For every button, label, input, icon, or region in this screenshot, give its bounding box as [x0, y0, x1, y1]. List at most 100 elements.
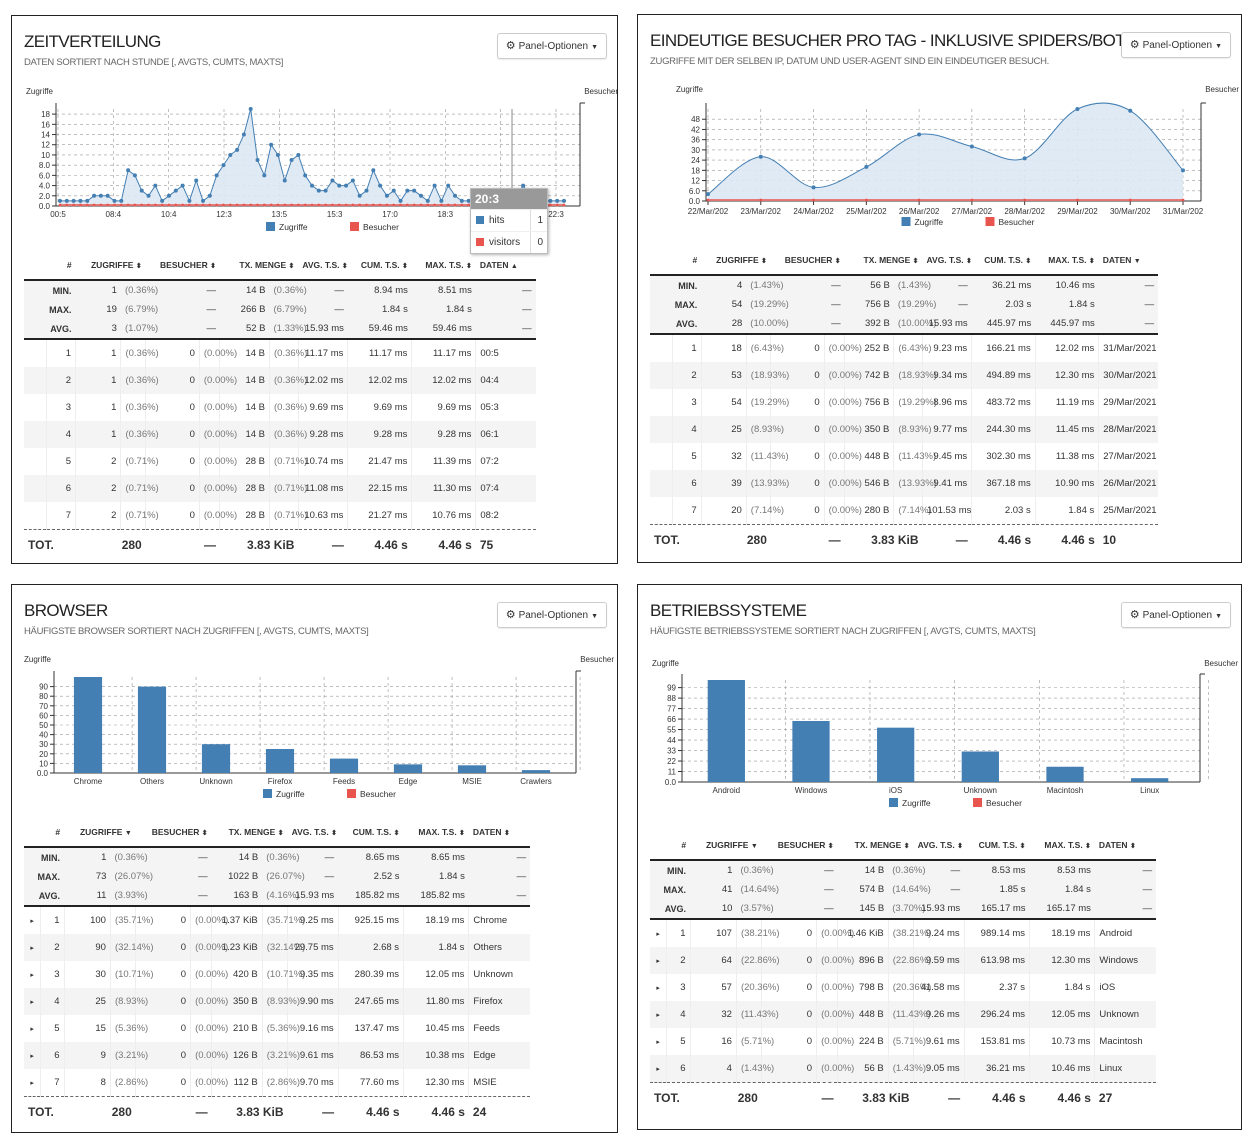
row-tx: 798 B — [837, 974, 889, 1001]
table-row[interactable]: 7 2 (0.71%) 0 (0.00%) 28 B (0.71%) 10.63 ms 21.2… — [24, 502, 608, 530]
summary-row: MAX. 41 (14.64%) —574 B (14.64%) —1.85 s 1.84 … — [650, 880, 1230, 899]
data-point — [139, 188, 144, 193]
col-max-ts[interactable]: MAX. T.S. ⬍ — [403, 818, 469, 848]
col-cum-ts[interactable]: CUM. T.S. ⬍ — [964, 831, 1030, 861]
row-daten: 08:2 — [475, 502, 536, 530]
expand-icon[interactable]: ▸ — [30, 1025, 34, 1033]
table-row[interactable]: ▸ 4 32 (11.43%) 0 (0.00%) 448 B (11.43%) 9.26 ms… — [650, 1001, 1230, 1028]
panel-options-button[interactable]: ⚙ Panel-Optionen ▼ — [1120, 602, 1231, 628]
col-daten[interactable]: DATEN ▲ — [475, 251, 536, 281]
row-besucher: 0 — [135, 988, 191, 1015]
summary-zugriffe: 4 — [701, 275, 747, 295]
row-tx-pct: (20.36%) — [887, 974, 931, 1001]
expand-icon[interactable]: ▸ — [30, 971, 34, 979]
summary-zugriffe: 3 — [75, 319, 121, 340]
panel-options-button[interactable]: ⚙ Panel-Optionen ▼ — [496, 602, 607, 628]
table-row[interactable]: 3 1 (0.36%) 0 (0.00%) 14 B (0.36%) 9.69 ms 9.69 … — [24, 394, 608, 421]
table-row[interactable]: ▸ 4 25 (8.93%) 0 (0.00%) 350 B (8.93%) 9.90 ms 24… — [24, 988, 604, 1015]
col-avg-ts[interactable]: AVG. T.S. ⬍ — [913, 831, 965, 861]
expand-icon[interactable]: ▸ — [30, 917, 34, 925]
col-zugriffe[interactable]: ZUGRIFFE ▼ — [64, 818, 136, 848]
summary-tx-pct: (0.36%) — [262, 847, 300, 867]
col-max-ts[interactable]: MAX. T.S. ⬍ — [1035, 246, 1099, 276]
data-point-besucher — [371, 203, 375, 207]
table-row[interactable]: 1 1 (0.36%) 0 (0.00%) 14 B (0.36%) 11.17 ms 11.1… — [24, 339, 608, 367]
row-zugriffe: 16 — [689, 1028, 737, 1055]
table-row[interactable]: 2 1 (0.36%) 0 (0.00%) 14 B (0.36%) 12.02 ms 12.0… — [24, 367, 608, 394]
col-besucher[interactable]: BESUCHER ⬍ — [145, 251, 220, 281]
col-besucher[interactable]: BESUCHER ⬍ — [770, 246, 845, 276]
expand-icon[interactable]: ▸ — [24, 988, 41, 1015]
table-row[interactable]: ▸ 1 100 (35.71%) 0 (0.00%) 1.37 KiB (35.71%) 9.2… — [24, 906, 604, 934]
expand-icon[interactable]: ▸ — [656, 1038, 660, 1046]
table-row[interactable]: ▸ 5 16 (5.71%) 0 (0.00%) 224 B (5.71%) 9.61 ms 15… — [650, 1028, 1230, 1055]
expand-icon[interactable]: ▸ — [650, 947, 667, 974]
table-row[interactable]: 3 54 (19.29%) 0 (0.00%) 756 B (19.29%) 8.96 ms 4… — [650, 389, 1230, 416]
col-zugriffe[interactable]: ZUGRIFFE ▼ — [690, 831, 762, 861]
table-row[interactable]: ▸ 2 90 (32.14%) 0 (0.00%) 1.23 KiB (32.14%) 29.7… — [24, 934, 604, 961]
table-row[interactable]: 2 53 (18.93%) 0 (0.00%) 742 B (18.93%) 9.34 ms 4… — [650, 362, 1230, 389]
panel-options-button[interactable]: ⚙ Panel-Optionen ▼ — [496, 33, 607, 59]
expand-icon[interactable]: ▸ — [30, 1079, 34, 1087]
row-cum-ts: 367.18 ms — [971, 470, 1036, 497]
expand-icon[interactable]: ▸ — [656, 930, 660, 938]
row-zugriffe-pct: (0.36%) — [120, 421, 159, 448]
col-max-ts[interactable]: MAX. T.S. ⬍ — [411, 251, 476, 281]
col-zugriffe[interactable]: ZUGRIFFE ⬍ — [75, 251, 146, 281]
col-tx-menge[interactable]: TX. MENGE ⬍ — [211, 818, 288, 848]
col-avg-ts[interactable]: AVG. T.S. ⬍ — [298, 251, 348, 281]
table-row[interactable]: ▸ 2 64 (22.86%) 0 (0.00%) 896 B (22.86%) 9.59 ms… — [650, 947, 1230, 974]
col-zugriffe[interactable]: ZUGRIFFE ⬍ — [701, 246, 771, 276]
col-daten[interactable]: DATEN ⬍ — [1094, 831, 1157, 861]
col-cum-ts[interactable]: CUM. T.S. ⬍ — [347, 251, 412, 281]
table-row[interactable]: ▸ 6 9 (3.21%) 0 (0.00%) 126 B (3.21%) 9.61 ms 86.… — [24, 1042, 604, 1069]
expand-icon[interactable]: ▸ — [650, 1055, 667, 1083]
col-avg-ts[interactable]: AVG. T.S. ⬍ — [287, 818, 339, 848]
row-index: 2 — [46, 367, 76, 394]
col-tx-menge[interactable]: TX. MENGE ⬍ — [219, 251, 299, 281]
summary-daten: — — [468, 867, 531, 886]
table-row[interactable]: 4 25 (8.93%) 0 (0.00%) 350 B (8.93%) 9.77 ms 244… — [650, 416, 1230, 443]
col-cum-ts[interactable]: CUM. T.S. ⬍ — [971, 246, 1036, 276]
table-row[interactable]: 4 1 (0.36%) 0 (0.00%) 14 B (0.36%) 9.28 ms 9.28 … — [24, 421, 608, 448]
col-daten[interactable]: DATEN ⬍ — [468, 818, 531, 848]
table-row[interactable]: 6 2 (0.71%) 0 (0.00%) 28 B (0.71%) 11.08 ms 22.1… — [24, 475, 608, 502]
col-besucher[interactable]: BESUCHER ⬍ — [761, 831, 838, 861]
panel-subtitle: ZUGRIFFE MIT DER SELBEN IP, DATUM UND US… — [650, 56, 1050, 67]
table-row[interactable]: 6 39 (13.93%) 0 (0.00%) 546 B (13.93%) 9.41 ms 3… — [650, 470, 1230, 497]
table-row[interactable]: 5 2 (0.71%) 0 (0.00%) 28 B (0.71%) 10.74 ms 21.4… — [24, 448, 608, 475]
col-tx-menge[interactable]: TX. MENGE ⬍ — [837, 831, 914, 861]
row-cum-ts: 36.21 ms — [963, 1055, 1030, 1083]
expand-icon[interactable]: ▸ — [24, 1042, 41, 1069]
table-row[interactable]: 1 18 (6.43%) 0 (0.00%) 252 B (6.43%) 9.23 ms 166… — [650, 334, 1230, 362]
row-zugriffe: 2 — [75, 448, 121, 475]
col-avg-ts[interactable]: AVG. T.S. ⬍ — [922, 246, 972, 276]
col-max-ts[interactable]: MAX. T.S. ⬍ — [1029, 831, 1095, 861]
summary-max-ts: 165.17 ms — [1029, 899, 1095, 920]
y-tick-label: 42 — [691, 125, 700, 134]
expand-icon[interactable]: ▸ — [24, 934, 41, 961]
col-tx-menge[interactable]: TX. MENGE ⬍ — [844, 246, 923, 276]
expand-icon[interactable]: ▸ — [656, 984, 660, 992]
summary-cum-ts: 2.03 s — [971, 295, 1036, 314]
panel-options-button[interactable]: ⚙ Panel-Optionen ▼ — [1120, 32, 1231, 58]
col-besucher[interactable]: BESUCHER ⬍ — [135, 818, 212, 848]
table-row[interactable]: ▸ 5 15 (5.36%) 0 (0.00%) 210 B (5.36%) 9.16 ms 13… — [24, 1015, 604, 1042]
table-row[interactable]: ▸ 6 4 (1.43%) 0 (0.00%) 56 B (1.43%) 9.05 ms 36.2… — [650, 1055, 1230, 1083]
sort-icon: ⬍ — [1019, 843, 1026, 850]
data-point — [562, 198, 566, 203]
gear-icon: ⚙ — [505, 40, 516, 52]
table-row[interactable]: 5 32 (11.43%) 0 (0.00%) 448 B (11.43%) 9.45 ms 3… — [650, 443, 1230, 470]
table-row[interactable]: ▸ 1 107 (38.21%) 0 (0.00%) 1.46 KiB (38.21%) 9.2… — [650, 919, 1230, 947]
y-tick-label: 14 — [41, 131, 50, 140]
table-row[interactable]: ▸ 3 57 (20.36%) 0 (0.00%) 798 B (20.36%) 41.58 m… — [650, 974, 1230, 1001]
col-cum-ts[interactable]: CUM. T.S. ⬍ — [338, 818, 404, 848]
expand-icon[interactable]: ▸ — [650, 1001, 667, 1028]
row-cum-ts: 244.30 ms — [971, 416, 1036, 443]
table-row[interactable]: ▸ 7 8 (2.86%) 0 (0.00%) 112 B (2.86%) 9.70 ms 77.… — [24, 1069, 604, 1097]
row-avg-ts: 9.23 ms — [922, 334, 972, 362]
table-row[interactable]: ▸ 3 30 (10.71%) 0 (0.00%) 420 B (10.71%) 9.35 ms… — [24, 961, 604, 988]
row-index: 5 — [672, 443, 702, 470]
col-daten[interactable]: DATEN ▼ — [1098, 246, 1159, 276]
table-row[interactable]: 7 20 (7.14%) 0 (0.00%) 280 B (7.14%) 101.53 ms 2… — [650, 497, 1230, 525]
